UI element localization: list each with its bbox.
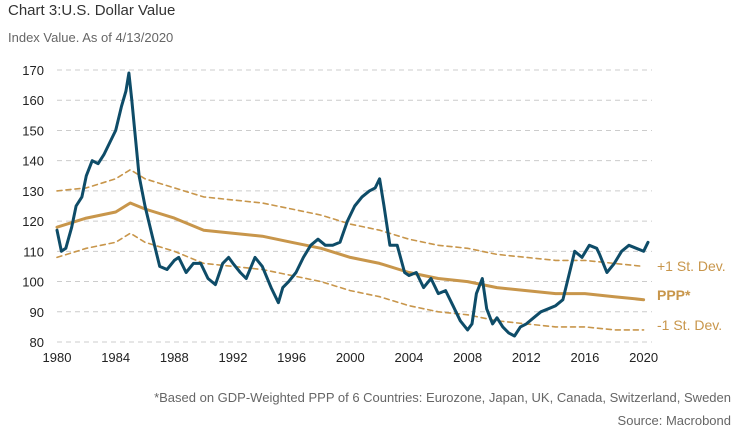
- y-tick-label: 170: [22, 63, 44, 78]
- gridlines: [57, 69, 652, 343]
- y-tick-label: 150: [22, 123, 44, 138]
- upper-series-label: +1 St. Dev.: [657, 258, 726, 274]
- ppp-series-label: PPP*: [657, 287, 691, 303]
- x-tick-label: 2012: [512, 350, 541, 365]
- y-axis-ticks: 80 90 100 110 120 130 140 150 160 170: [22, 63, 44, 350]
- y-tick-label: 90: [30, 305, 44, 320]
- y-tick-label: 140: [22, 154, 44, 169]
- x-tick-label: 2004: [394, 350, 423, 365]
- y-tick-label: 120: [22, 214, 44, 229]
- x-axis-ticks: 1980 1984 1988 1992 1996 2000 2004 2008 2012 2016…: [43, 350, 659, 365]
- series-labels: +1 St. Dev. PPP* -1 St. Dev.: [657, 258, 726, 333]
- x-tick-label: 2000: [336, 350, 365, 365]
- usd-series-line: [55, 71, 650, 338]
- x-tick-label: 2020: [629, 350, 658, 365]
- series-lines: [55, 71, 650, 338]
- x-tick-label: 1996: [277, 350, 306, 365]
- y-tick-label: 100: [22, 275, 44, 290]
- y-tick-label: 80: [30, 335, 44, 350]
- source-note: Source: Macrobond: [617, 413, 731, 428]
- x-tick-label: 1980: [43, 350, 72, 365]
- y-tick-label: 130: [22, 184, 44, 199]
- x-tick-label: 1992: [219, 350, 248, 365]
- chart-subtitle: Index Value. As of 4/13/2020: [8, 30, 174, 45]
- lower-series-label: -1 St. Dev.: [657, 317, 722, 333]
- x-tick-label: 1984: [101, 350, 130, 365]
- x-tick-label: 2016: [570, 350, 599, 365]
- y-tick-label: 160: [22, 93, 44, 108]
- x-tick-label: 2008: [453, 350, 482, 365]
- x-tick-label: 1988: [160, 350, 189, 365]
- y-tick-label: 110: [23, 244, 44, 259]
- lower-series-line: [56, 232, 645, 331]
- chart-title: Chart 3:U.S. Dollar Value: [8, 2, 176, 19]
- ppp-series-line: [55, 201, 646, 302]
- footnote: *Based on GDP-Weighted PPP of 6 Countrie…: [154, 390, 731, 405]
